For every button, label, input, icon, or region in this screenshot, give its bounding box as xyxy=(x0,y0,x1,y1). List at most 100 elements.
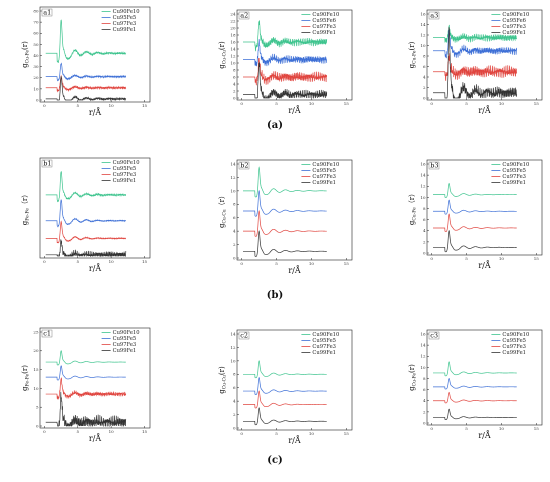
y-tick-label: 4 xyxy=(423,74,426,79)
x-tick-label: 10 xyxy=(109,259,115,264)
legend-entry: Cu99Fe1 xyxy=(312,30,336,36)
y-tick-label: 6 xyxy=(233,385,236,390)
series-Cu90Fe10 xyxy=(45,350,126,366)
y-tick-label: 8 xyxy=(233,372,236,377)
legend-entry: Cu97Fe3 xyxy=(502,174,526,180)
x-tick-label: 10 xyxy=(499,101,505,106)
legend-entry: Cu99Fe1 xyxy=(312,350,336,356)
series-Cu90Fe10 xyxy=(45,19,127,63)
series-Cu90Fe10 xyxy=(243,166,327,198)
series-Cu90Fe10 xyxy=(45,171,126,203)
y-tick-label: 6 xyxy=(423,387,426,392)
y-tick-label: 5 xyxy=(36,405,39,410)
series-Cu90Fe10 xyxy=(433,361,517,377)
series-Cu97Fe3 xyxy=(243,390,327,409)
y-tick-label: 2 xyxy=(233,412,236,417)
y-tick-label: 20 xyxy=(33,75,39,80)
x-tick-label: 10 xyxy=(109,429,115,434)
x-axis-label: r/Å xyxy=(478,261,491,270)
series-Cu99Fe1 xyxy=(45,75,127,102)
chart-b2: 0 5 10 15 0 2 4 6 8 10 12 14 Cu90Fe10Cu95Fe5Cu97Fe3C… xyxy=(218,159,353,275)
y-tick-label: 20 xyxy=(33,348,39,353)
legend-entry: Cu95Fe5 xyxy=(113,15,137,21)
y-tick-label: 25 xyxy=(33,329,39,334)
legend-entry: Cu95Fe6 xyxy=(312,18,336,24)
y-tick-label: 2 xyxy=(423,409,426,414)
y-axis-label: gCu-Cu（r） xyxy=(218,192,228,228)
x-tick-label: 15 xyxy=(344,431,350,436)
plot-frame xyxy=(426,329,543,426)
x-tick-label: 15 xyxy=(534,101,540,106)
y-tick-label: 10 xyxy=(230,60,236,65)
series-Cu99Fe1 xyxy=(45,391,127,428)
y-tick-label: 10 xyxy=(33,86,39,91)
y-tick-label: 14 xyxy=(420,343,426,348)
x-tick-label: 0 xyxy=(430,101,433,106)
series-Cu97Fe3 xyxy=(243,210,327,237)
x-tick-label: 10 xyxy=(309,431,315,436)
legend-entry: Cu99Fe1 xyxy=(113,178,137,184)
legend-entry: Cu95Fe5 xyxy=(502,338,526,344)
y-tick-label: 16 xyxy=(230,39,236,44)
x-tick-label: 5 xyxy=(76,259,79,264)
x-tick-label: 0 xyxy=(240,431,243,436)
y-tick-label: 10 xyxy=(33,386,39,391)
series-Cu90Fe10 xyxy=(243,20,328,52)
y-axis-label: gFe-Fe（r） xyxy=(21,191,31,225)
chart-c1: 0 5 10 15 0 5 10 15 20 25 Cu90Fe10Cu95Fe5Cu97Fe3Cu… xyxy=(21,327,151,443)
legend-entry: Cu97Fe3 xyxy=(312,24,336,30)
legend-entry: Cu99Fe1 xyxy=(502,180,526,186)
y-axis-label: gFe-Fe(r) xyxy=(21,365,31,391)
panel-tag: a2 xyxy=(240,12,248,20)
series-Cu95Fe5 xyxy=(45,62,127,82)
y-tick-label: 8 xyxy=(233,202,236,207)
y-tick-label: 15 xyxy=(33,367,39,372)
series-Cu99Fe1 xyxy=(243,407,327,426)
plot-frame xyxy=(236,9,353,101)
legend-entry: Cu95Fe6 xyxy=(502,18,526,24)
y-tick-label: 14 xyxy=(230,331,236,336)
x-tick-label: 5 xyxy=(275,431,278,436)
x-tick-label: 10 xyxy=(499,426,505,431)
legend-entry: Cu90Fe10 xyxy=(113,330,140,336)
y-tick-label: 2 xyxy=(233,242,236,247)
series-Cu95Fe5 xyxy=(45,199,127,228)
panel-tag-box xyxy=(428,11,440,20)
y-tick-label: 50 xyxy=(33,42,39,47)
y-tick-label: 10 xyxy=(420,365,426,370)
y-tick-label: 0 xyxy=(36,97,39,102)
y-tick-label: 0 xyxy=(233,95,236,100)
legend-entry: Cu97Fe3 xyxy=(502,24,526,30)
y-tick-label: 12 xyxy=(420,32,426,37)
panel-tag: a1 xyxy=(43,9,51,17)
series-Cu90Fe10 xyxy=(433,24,518,43)
legend-entry: Cu90Fe10 xyxy=(502,332,529,338)
series-Cu97Fe3 xyxy=(433,53,518,81)
legend-entry: Cu97Fe3 xyxy=(502,344,526,350)
x-tick-label: 10 xyxy=(109,103,115,108)
x-tick-label: 0 xyxy=(430,256,433,261)
y-tick-label: 4 xyxy=(423,228,426,233)
y-tick-label: 0 xyxy=(423,250,426,255)
series-Cu95Fe5 xyxy=(45,365,126,381)
y-tick-label: 60 xyxy=(33,31,39,36)
y-tick-label: 4 xyxy=(233,81,236,86)
y-tick-label: 16 xyxy=(420,11,426,16)
series-Cu90Fe10 xyxy=(433,182,517,198)
x-tick-label: 5 xyxy=(76,103,79,108)
y-tick-label: 12 xyxy=(420,184,426,189)
series-Cu95Fe5 xyxy=(243,376,327,395)
series-Cu95Fe5 xyxy=(243,189,327,217)
y-tick-label: 10 xyxy=(230,358,236,363)
y-tick-label: 2 xyxy=(233,88,236,93)
series-Cu95Fe6 xyxy=(243,38,328,67)
y-tick-label: 70 xyxy=(33,20,39,25)
plot-frame xyxy=(39,6,151,103)
series-Cu97Fe3 xyxy=(433,213,517,232)
y-tick-label: 14 xyxy=(230,161,236,166)
x-axis-label: r/Å xyxy=(89,108,102,117)
legend-entry: Cu90Fe10 xyxy=(113,9,140,15)
plot-frame xyxy=(426,159,543,256)
